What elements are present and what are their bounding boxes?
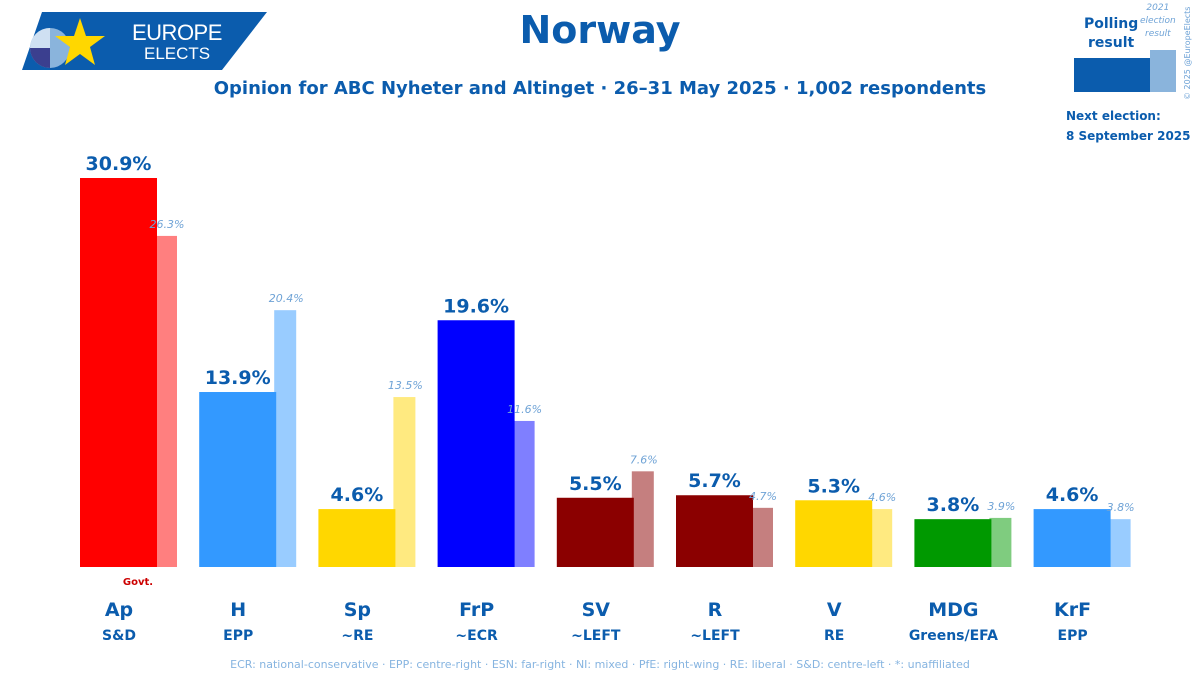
party-label-frp: FrP <box>459 599 494 621</box>
legend-prev-line1: 2021 <box>1146 3 1170 13</box>
legend-swatches <box>1074 50 1176 92</box>
prev-bar-h <box>274 310 297 567</box>
poll-value-label-r: 5.7% <box>688 470 741 492</box>
party-label-v: V <box>827 599 842 621</box>
legend-prev-line2: election <box>1140 16 1176 26</box>
party-label-sv: SV <box>582 599 611 621</box>
legend-prev-label: 2021 election result <box>1140 2 1176 41</box>
prev-value-label-mdg: 3.9% <box>987 500 1015 513</box>
legend-prev-line3: result <box>1145 29 1171 39</box>
next-election: Next election: 8 September 2025 <box>1066 106 1191 146</box>
poll-bar-h <box>199 392 277 567</box>
legend-box: Polling result 2021 election result <box>1060 0 1200 150</box>
prev-bar-ap <box>155 235 177 568</box>
prev-value-label-r: 4.7% <box>749 490 777 503</box>
footer-legend: ECR: national-conservative · EPP: centre… <box>230 658 970 671</box>
poll-value-label-sp: 4.6% <box>331 484 384 506</box>
poll-value-label-v: 5.3% <box>807 475 860 497</box>
legend-polling-line1: Polling <box>1084 16 1139 32</box>
group-label-ap: S&D <box>102 628 136 644</box>
poll-value-label-frp: 19.6% <box>443 295 509 317</box>
logo-text-europe: EUROPE <box>132 20 222 45</box>
page-subtitle: Opinion for ABC Nyheter and Altinget · 2… <box>213 78 987 99</box>
next-election-label: Next election: <box>1066 109 1161 123</box>
prev-bar-sv <box>631 471 654 567</box>
logo-text-elects: ELECTS <box>144 44 211 63</box>
poll-value-label-mdg: 3.8% <box>927 494 980 516</box>
poll-value-label-krf: 4.6% <box>1046 484 1099 506</box>
government-marker: Govt. <box>123 577 153 588</box>
europe-elects-logo: EUROPE ELECTS <box>22 12 267 70</box>
prev-value-label-ap: 26.3% <box>150 218 185 231</box>
prev-value-label-v: 4.6% <box>868 491 896 504</box>
party-label-r: R <box>708 599 723 621</box>
prev-value-label-frp: 11.6% <box>507 403 542 416</box>
group-label-h: EPP <box>223 628 253 644</box>
prev-bar-krf <box>1108 519 1131 567</box>
page-title: Norway <box>519 8 681 52</box>
poll-bar-ap <box>80 178 157 567</box>
poll-value-label-h: 13.9% <box>205 367 271 389</box>
poll-bar-r <box>676 495 753 567</box>
group-label-frp: ~ECR <box>455 628 498 644</box>
legend-prev-swatch <box>1150 50 1176 92</box>
prev-bar-sp <box>393 397 416 567</box>
poll-bar-frp <box>437 320 515 567</box>
prev-value-label-sp: 13.5% <box>388 379 423 392</box>
group-label-sp: ~RE <box>341 628 373 644</box>
group-label-r: ~LEFT <box>690 628 740 644</box>
party-label-mdg: MDG <box>928 599 978 621</box>
legend-polling-line2: result <box>1088 35 1135 51</box>
prev-bar-frp <box>512 420 535 567</box>
poll-value-label-sv: 5.5% <box>569 473 622 495</box>
poll-bar-sv <box>556 497 634 567</box>
next-election-date: 8 September 2025 <box>1066 129 1191 143</box>
logo-graphic <box>22 12 267 70</box>
legend-polling-label: Polling result <box>1084 15 1138 53</box>
poll-bar-krf <box>1033 509 1111 567</box>
prev-value-label-krf: 3.8% <box>1107 501 1135 514</box>
group-label-krf: EPP <box>1058 628 1088 644</box>
prev-value-label-h: 20.4% <box>269 292 304 305</box>
party-label-krf: KrF <box>1054 599 1091 621</box>
prev-bar-r <box>751 507 773 567</box>
group-label-sv: ~LEFT <box>571 628 621 644</box>
poll-bar-v <box>795 500 873 567</box>
group-label-mdg: Greens/EFA <box>909 628 998 644</box>
prev-bar-v <box>870 509 893 567</box>
poll-bar-mdg <box>914 519 992 567</box>
prev-bar-mdg <box>989 517 1012 567</box>
party-label-sp: Sp <box>344 599 371 621</box>
prev-value-label-sv: 7.6% <box>630 453 658 466</box>
poll-bar-sp <box>318 509 396 567</box>
party-label-h: H <box>230 599 246 621</box>
legend-poll-swatch <box>1074 58 1150 92</box>
poll-value-label-ap: 30.9% <box>86 153 152 175</box>
party-label-ap: Ap <box>105 599 133 621</box>
group-label-v: RE <box>824 628 844 644</box>
